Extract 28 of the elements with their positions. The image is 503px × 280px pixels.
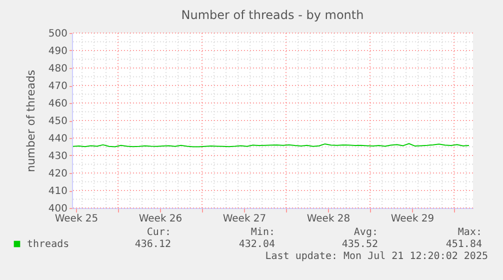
text: Last update: Mon Jul 21 12:20:02 2025: [265, 251, 488, 262]
y-tick-label: 500: [48, 28, 68, 40]
y-axis-title: number of threads: [24, 70, 38, 172]
x-tick-label: Week 28: [306, 214, 350, 224]
y-tick-label: 420: [48, 168, 68, 180]
x-tick-label: Week 25: [54, 214, 98, 224]
y-tick-label: 490: [48, 46, 68, 57]
legend-label: threads: [27, 239, 70, 250]
x-tick-label: Week 26: [138, 214, 182, 224]
x-tick-label: Week 27: [222, 214, 266, 224]
y-tick-label: 430: [48, 151, 68, 162]
text: Max:: [458, 227, 482, 238]
y-tick-label: 470: [48, 81, 68, 92]
y-tick-label: 460: [48, 98, 68, 110]
y-tick-label: 480: [48, 64, 68, 74]
text: Avg:: [354, 227, 378, 238]
text: 435.52: [342, 239, 378, 250]
y-tick-label: 400: [48, 204, 68, 214]
text: 436.12: [134, 239, 171, 250]
text: 451.84: [446, 239, 482, 250]
text: 432.04: [238, 239, 275, 250]
chart-title: Number of threads - by month: [181, 8, 364, 22]
y-tick-label: 440: [48, 134, 68, 144]
y-tick-label: 410: [48, 186, 68, 197]
text: Cur:: [146, 227, 171, 238]
x-tick-label: Week 29: [390, 214, 434, 224]
y-tick-label: 450: [48, 116, 68, 127]
text: Min:: [250, 227, 275, 238]
